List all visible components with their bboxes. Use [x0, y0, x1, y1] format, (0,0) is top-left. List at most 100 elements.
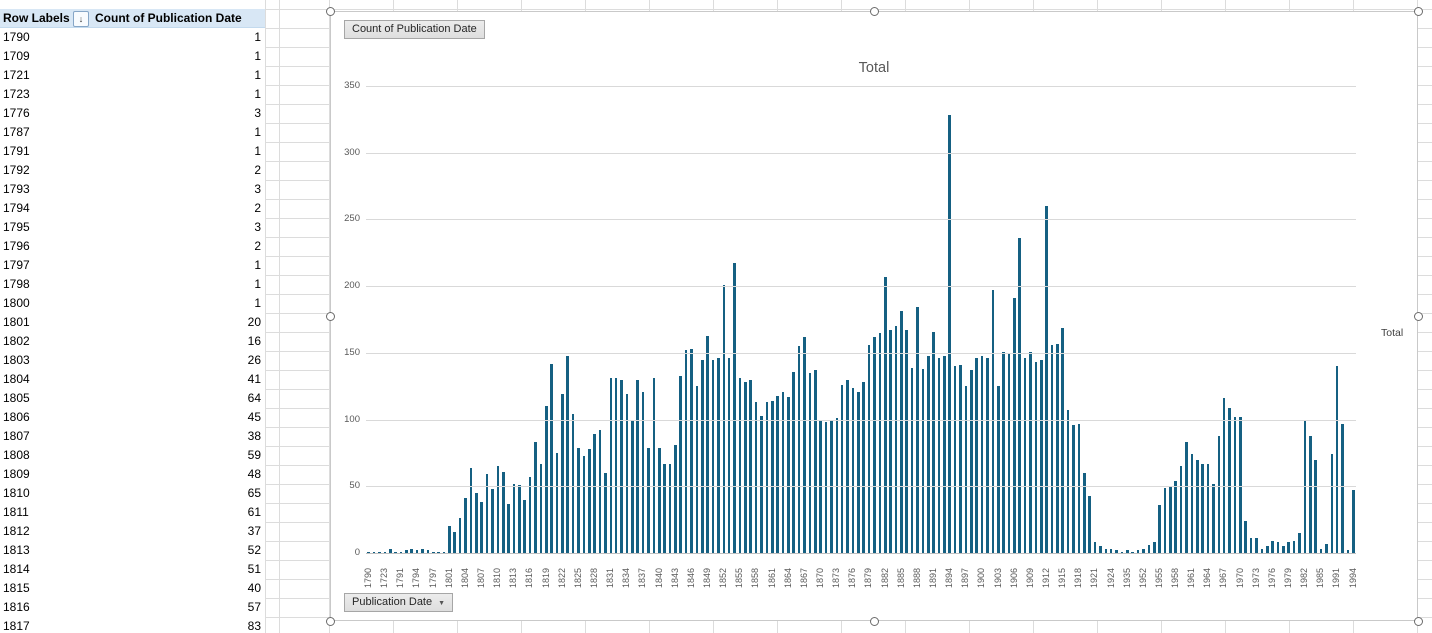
- bar-1994[interactable]: [1352, 490, 1355, 553]
- bar-1903[interactable]: [996, 386, 1000, 553]
- bar-1912[interactable]: [1045, 206, 1048, 553]
- bar-1793[interactable]: [410, 549, 414, 553]
- bar-1813[interactable]: [512, 483, 516, 553]
- bar-1924[interactable]: [1109, 549, 1113, 553]
- bar-1815[interactable]: [523, 499, 527, 553]
- pivot-row-label[interactable]: 1795: [3, 220, 30, 234]
- bar-1820[interactable]: [550, 363, 553, 553]
- pivot-row-count[interactable]: 26: [247, 353, 261, 367]
- bar-1794[interactable]: [415, 550, 419, 553]
- pivot-row-count[interactable]: 20: [247, 315, 261, 329]
- pivot-row-label[interactable]: 1816: [3, 600, 30, 614]
- bar-1987[interactable]: [1325, 543, 1328, 553]
- bar-1817[interactable]: [534, 442, 537, 553]
- bar-1983[interactable]: [1308, 435, 1312, 553]
- pivot-row-label[interactable]: 1812: [3, 524, 30, 538]
- bar-1850[interactable]: [711, 359, 715, 553]
- bar-1808[interactable]: [485, 474, 489, 553]
- bar-1800[interactable]: [442, 551, 446, 553]
- bar-1814[interactable]: [518, 484, 521, 553]
- bar-1852[interactable]: [722, 284, 726, 553]
- bar-1890[interactable]: [926, 355, 930, 553]
- chart-selection-handle[interactable]: [326, 617, 335, 626]
- pivot-row-label[interactable]: 1797: [3, 258, 30, 272]
- bar-1981[interactable]: [1298, 532, 1301, 553]
- bar-1952[interactable]: [1142, 549, 1145, 553]
- pivot-row[interactable]: 1808 59: [0, 446, 265, 465]
- chart-field-button-axis[interactable]: Publication Date ▼: [344, 593, 454, 612]
- pivot-row-label[interactable]: 1800: [3, 296, 30, 310]
- pivot-row[interactable]: 1792 2: [0, 161, 265, 180]
- bar-1953[interactable]: [1147, 544, 1151, 553]
- pivot-row[interactable]: 1798 1: [0, 275, 265, 294]
- bar-1977[interactable]: [1276, 542, 1280, 553]
- pivot-row[interactable]: 1803 26: [0, 351, 265, 370]
- bar-1968[interactable]: [1228, 407, 1231, 553]
- bar-1868[interactable]: [808, 372, 812, 553]
- bar-1913[interactable]: [1050, 344, 1054, 553]
- bar-1975[interactable]: [1265, 546, 1269, 553]
- pivot-row-count[interactable]: 83: [247, 619, 261, 633]
- bar-1841[interactable]: [663, 463, 666, 553]
- bar-1973[interactable]: [1255, 538, 1258, 553]
- bar-1902[interactable]: [991, 290, 995, 553]
- pivot-row[interactable]: 1801 20: [0, 313, 265, 332]
- bar-1910[interactable]: [1034, 362, 1038, 553]
- pivot-row-label[interactable]: 1791: [3, 144, 30, 158]
- bar-1875[interactable]: [846, 379, 849, 553]
- bar-1828[interactable]: [593, 434, 596, 553]
- pivot-row[interactable]: 1802 16: [0, 332, 265, 351]
- bar-1920[interactable]: [1088, 495, 1091, 553]
- bar-1835[interactable]: [631, 419, 634, 553]
- bar-1954[interactable]: [1152, 542, 1156, 553]
- bar-1957[interactable]: [1169, 486, 1172, 553]
- pivot-row-count[interactable]: 1: [254, 258, 261, 272]
- bar-1790[interactable]: [367, 551, 370, 553]
- bar-1917[interactable]: [1072, 424, 1075, 553]
- bar-1965[interactable]: [1212, 483, 1215, 553]
- bar-1811[interactable]: [501, 471, 505, 553]
- pivot-row-label[interactable]: 1815: [3, 581, 30, 595]
- pivot-row-count[interactable]: 2: [254, 163, 261, 177]
- bar-1884[interactable]: [894, 326, 898, 553]
- bar-1787[interactable]: [394, 551, 397, 553]
- bar-1721[interactable]: [378, 551, 381, 553]
- bar-1801[interactable]: [448, 526, 451, 553]
- bar-1831[interactable]: [609, 378, 613, 553]
- bar-1897[interactable]: [964, 386, 968, 553]
- pivot-row[interactable]: 1794 2: [0, 199, 265, 218]
- pivot-row-label[interactable]: 1806: [3, 410, 30, 424]
- bar-1976[interactable]: [1271, 540, 1274, 553]
- bar-1974[interactable]: [1260, 549, 1264, 553]
- bar-1911[interactable]: [1039, 359, 1043, 553]
- bar-1856[interactable]: [744, 382, 747, 553]
- bar-1845[interactable]: [684, 350, 688, 553]
- chart-field-button-values[interactable]: Count of Publication Date: [344, 20, 485, 39]
- pivot-row[interactable]: 1795 3: [0, 218, 265, 237]
- bar-1926[interactable]: [1115, 550, 1118, 553]
- pivot-row-label[interactable]: 1798: [3, 277, 30, 291]
- bar-1982[interactable]: [1303, 419, 1307, 553]
- bar-1819[interactable]: [544, 406, 548, 553]
- bar-1869[interactable]: [813, 370, 817, 553]
- pivot-row-count[interactable]: 41: [247, 372, 261, 386]
- bar-1893[interactable]: [943, 355, 946, 553]
- bar-1859[interactable]: [760, 415, 763, 553]
- pivot-row-count[interactable]: 40: [247, 581, 261, 595]
- pivot-row-count[interactable]: 1: [254, 87, 261, 101]
- bar-1861[interactable]: [770, 400, 774, 553]
- pivot-row-count[interactable]: 3: [254, 182, 261, 196]
- bar-1834[interactable]: [625, 394, 629, 553]
- bar-1922[interactable]: [1099, 546, 1102, 553]
- bar-1810[interactable]: [496, 466, 500, 553]
- bar-1866[interactable]: [797, 346, 801, 553]
- chart-title[interactable]: Total: [858, 60, 890, 76]
- pivot-row[interactable]: 1815 40: [0, 579, 265, 598]
- pivot-row[interactable]: 1817 83: [0, 617, 265, 633]
- bar-1812[interactable]: [507, 503, 510, 553]
- bar-1825[interactable]: [577, 447, 580, 553]
- pivot-row[interactable]: 1807 38: [0, 427, 265, 446]
- bar-1967[interactable]: [1222, 398, 1226, 553]
- bar-1807[interactable]: [480, 502, 483, 553]
- bar-1829[interactable]: [598, 430, 602, 553]
